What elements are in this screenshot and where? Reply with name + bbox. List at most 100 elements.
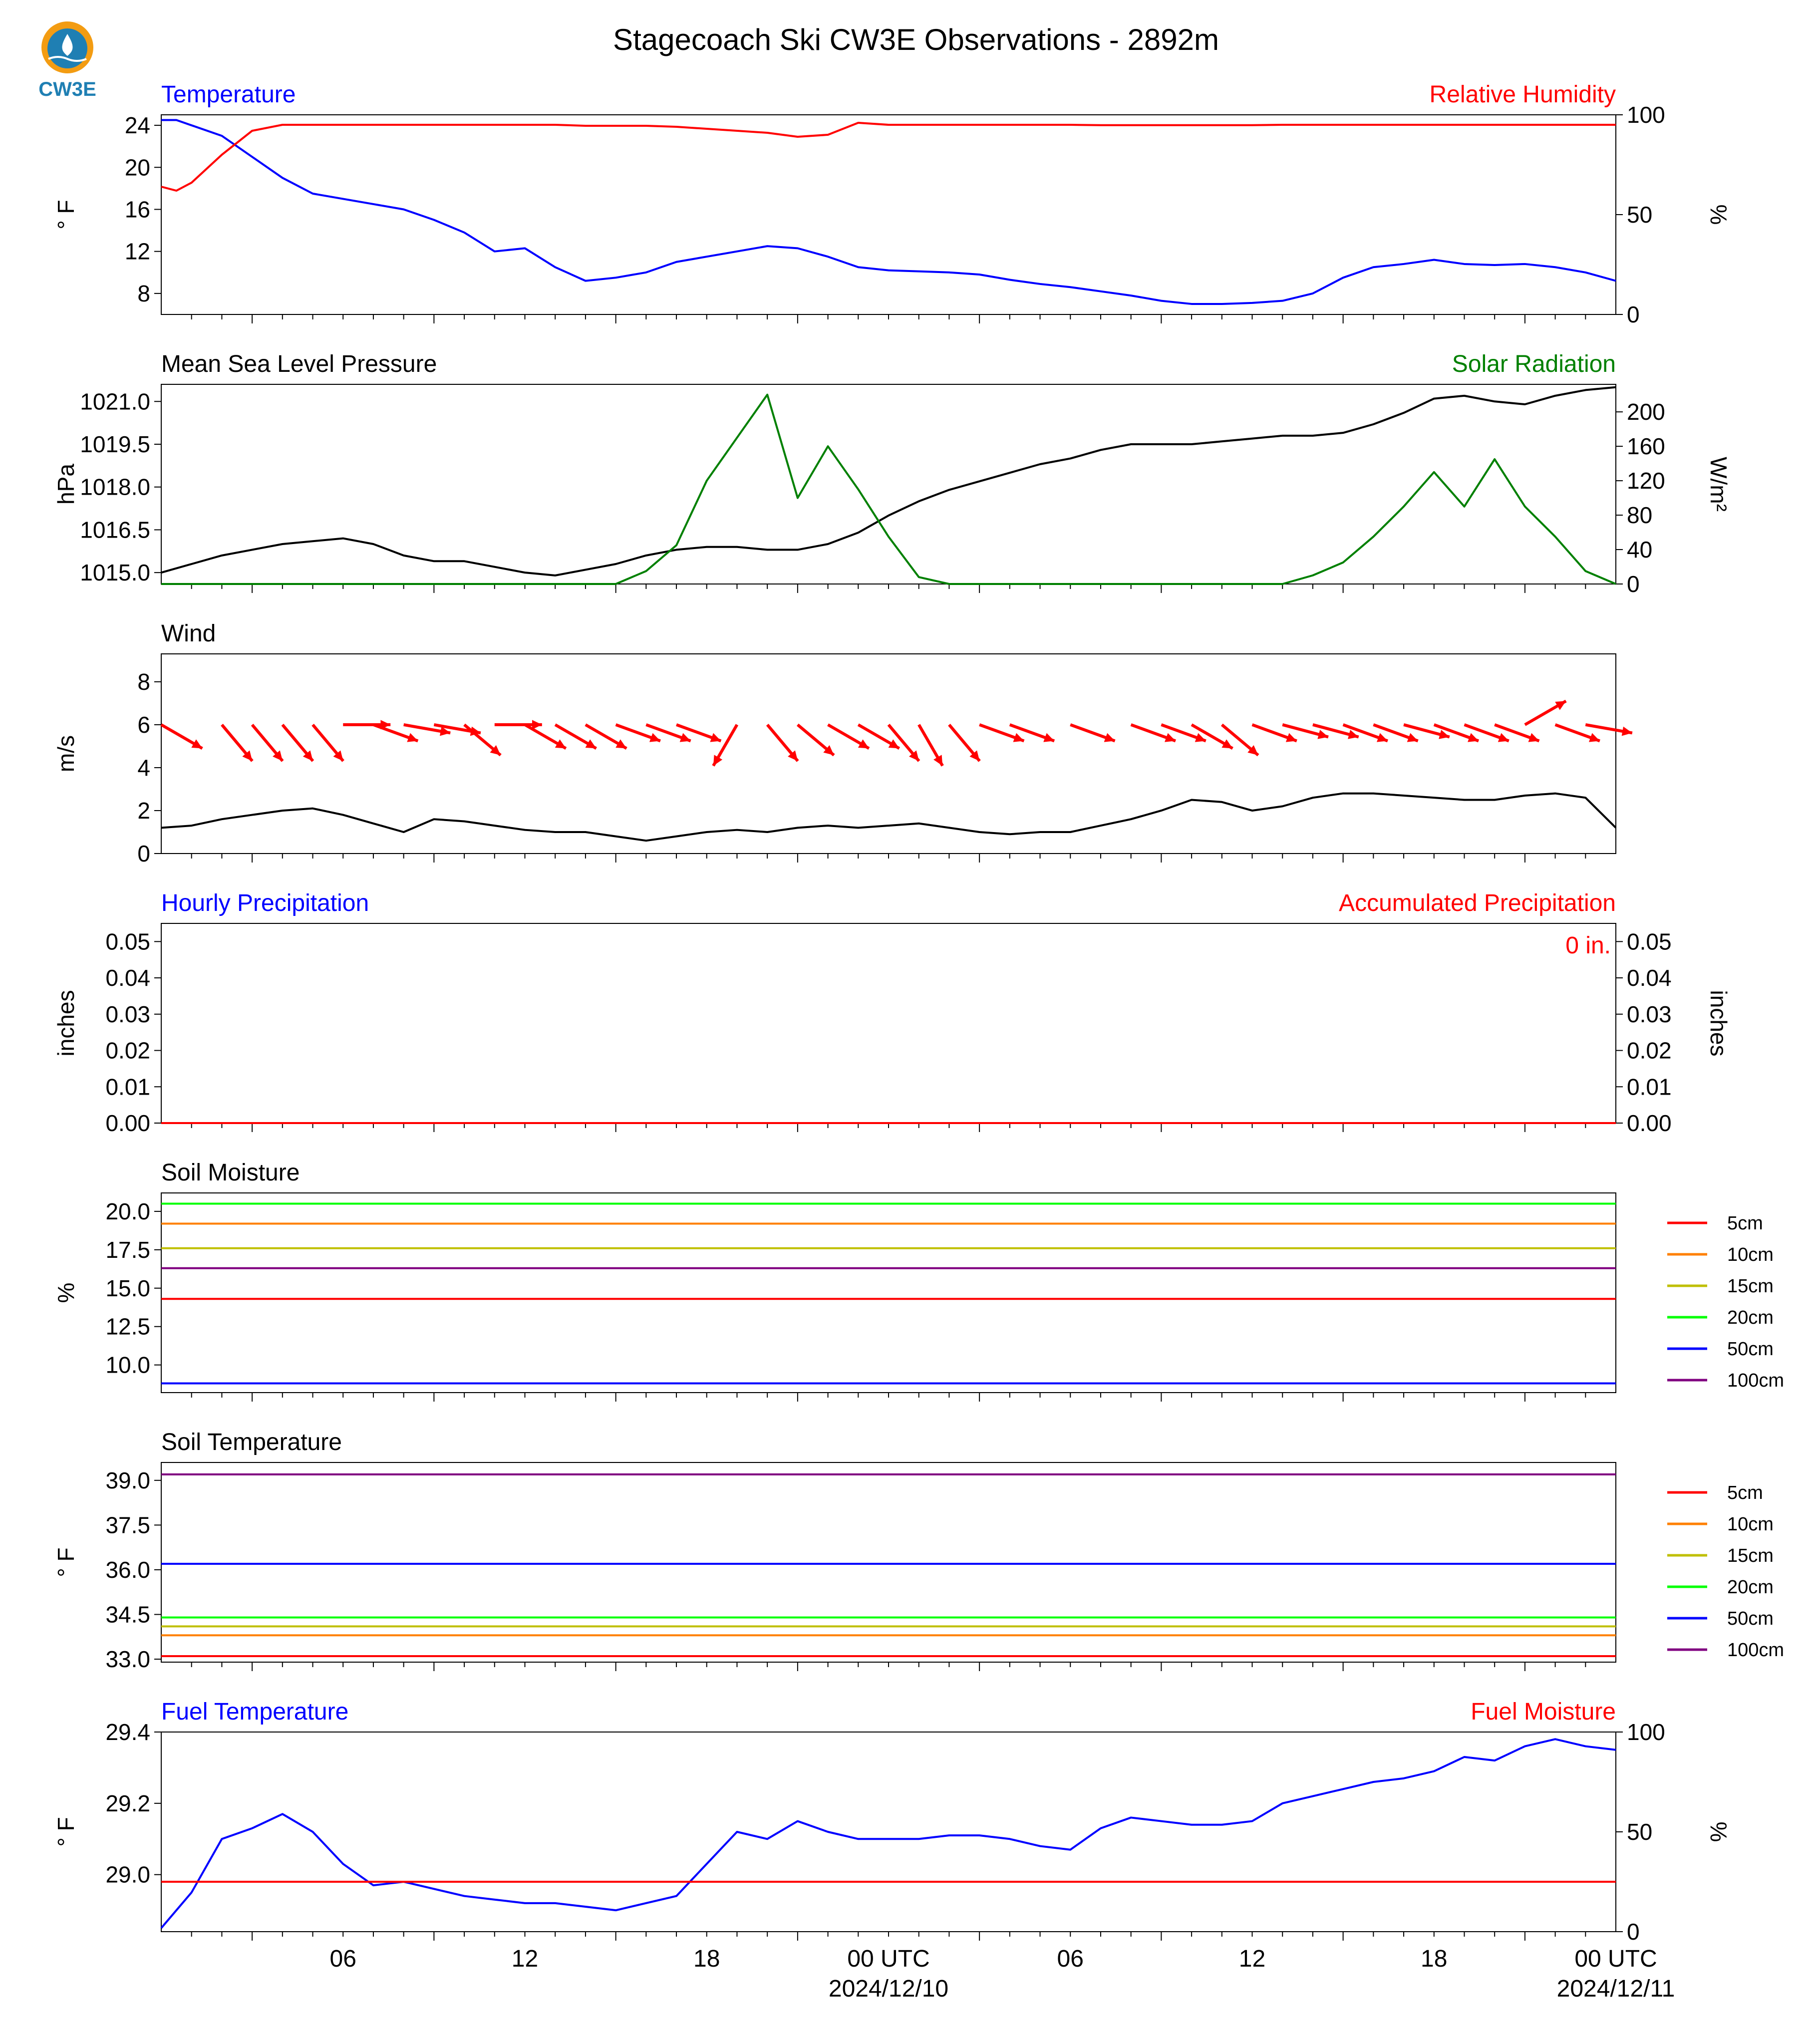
panel-6: Soil Temperature 33.0 34.5 36.0 37.5 39.0 ° F 5… <box>53 1429 1784 1672</box>
legend-label: 100cm <box>1727 1370 1784 1391</box>
y-tick-label-left: 29.4 <box>105 1719 150 1745</box>
wind-arrow-head <box>823 745 834 756</box>
x-tick-label: 12 <box>1239 1946 1265 1972</box>
x-tick-label: 18 <box>1421 1946 1447 1972</box>
legend-label: 10cm <box>1727 1244 1774 1265</box>
wind-arrow-head <box>649 733 660 742</box>
series-line-temperature <box>161 119 1616 305</box>
y-tick-label-left: 17.5 <box>105 1237 150 1263</box>
wind-arrow-head <box>679 733 691 742</box>
y-tick-label-left: 12.5 <box>105 1314 150 1340</box>
y-tick-label-left: 1018.0 <box>80 474 150 500</box>
x-date-label: 2024/12/11 <box>1557 1976 1675 2002</box>
legend-label: 5cm <box>1727 1482 1763 1503</box>
y-tick-label-left: 33.0 <box>105 1646 150 1672</box>
y-tick-label-right: 0 <box>1627 301 1640 327</box>
wind-arrow-head <box>333 750 343 761</box>
wind-arrow-head <box>532 720 542 730</box>
x-tick-label: 06 <box>330 1946 356 1972</box>
y-axis-label-left: % <box>53 1283 79 1303</box>
y-axis-label-left: ° F <box>53 1547 79 1577</box>
y-axis-label-right: inches <box>1706 990 1732 1057</box>
wind-arrow-head <box>1285 733 1297 742</box>
x-tick-label: 00 UTC <box>847 1946 929 1972</box>
wind-arrow-head <box>585 739 597 749</box>
droplet-icon <box>62 34 73 56</box>
wind-arrow-head <box>1317 730 1328 739</box>
series-line-relative-humidity <box>161 122 1616 192</box>
y-tick-label-right: 0.00 <box>1627 1110 1672 1136</box>
wind-arrow-head <box>969 750 980 761</box>
panels: Temperature Relative Humidity812162024050… <box>53 81 1784 1945</box>
wind-arrow-head <box>303 750 313 761</box>
legend-label: 50cm <box>1727 1608 1774 1629</box>
y-tick-label-right: 100 <box>1627 1719 1665 1745</box>
y-axis-label-left: ° F <box>53 200 79 229</box>
series-line-mean-sea-level-pressure <box>161 386 1616 577</box>
x-tick-label: 06 <box>1057 1946 1084 1972</box>
y-tick-label-left: 29.0 <box>105 1862 150 1888</box>
wind-arrow-head <box>1377 733 1388 742</box>
y-tick-label-left: 0.05 <box>105 928 150 954</box>
y-tick-label-right: 200 <box>1627 399 1665 425</box>
panel-title-left: Temperature <box>161 81 296 108</box>
y-tick-label-right: 0.02 <box>1627 1038 1672 1064</box>
logo-wave-1 <box>48 56 87 62</box>
y-axis-label-right: % <box>1706 1822 1732 1842</box>
x-tick-label: 00 UTC <box>1574 1946 1657 1972</box>
y-tick-label-right: 40 <box>1627 537 1652 563</box>
wind-arrow-head <box>1221 739 1233 749</box>
y-tick-label-left: 20.0 <box>105 1198 150 1224</box>
y-axis-label-right: % <box>1706 205 1732 225</box>
y-tick-label-left: 24 <box>125 112 150 138</box>
wind-arrow-head <box>1195 733 1206 742</box>
wind-arrow-head <box>1013 733 1024 742</box>
panel-title-left: Wind <box>161 620 216 647</box>
y-tick-label-left: 1016.5 <box>80 517 150 543</box>
wind-arrow-head <box>242 750 253 761</box>
legend-label: 100cm <box>1727 1640 1784 1661</box>
wind-arrow-head <box>1498 733 1509 742</box>
wind-arrow-head <box>555 739 566 749</box>
cw3e-logo: CW3E <box>38 21 96 100</box>
wind-arrow-head <box>273 750 283 761</box>
wind-arrow-head <box>615 739 627 749</box>
panel-title-left: Mean Sea Level Pressure <box>161 351 437 377</box>
y-tick-label-left: 15.0 <box>105 1275 150 1301</box>
y-tick-label-left: 0.04 <box>105 965 150 991</box>
x-axis: 06 12 18 00 UTC 06 12 18 00 UTC 2024/12/10 2024/1… <box>330 1946 1675 2002</box>
series-line-wind-speed <box>161 792 1617 842</box>
panel-7: Fuel Temperature Fuel Moisture 29.0 29.2 29.… <box>53 1699 1732 1945</box>
panel-3: Wind 0 2 4 6 8 m/s <box>53 620 1633 867</box>
y-tick-label-right: 0 <box>1627 1919 1640 1945</box>
y-axis-label-left: m/s <box>53 735 79 772</box>
y-tick-label-right: 160 <box>1627 433 1665 459</box>
y-tick-label-left: 29.2 <box>105 1790 150 1816</box>
panel-title-right: Fuel Moisture <box>1471 1699 1616 1725</box>
y-tick-label-right: 0.01 <box>1627 1074 1672 1100</box>
y-tick-label-left: 4 <box>137 755 150 781</box>
panel-title-left: Soil Moisture <box>161 1159 300 1186</box>
y-tick-label-left: 0.02 <box>105 1038 150 1064</box>
x-date-label: 2024/12/10 <box>829 1976 948 2002</box>
panel-frame <box>161 1732 1616 1932</box>
panel-5: Soil Moisture 10.0 12.5 15.0 17.5 20.0% 5cm 10c… <box>53 1159 1784 1402</box>
wind-arrow-head <box>1407 733 1418 742</box>
wind-arrow-head <box>1104 733 1115 742</box>
y-tick-label-left: 8 <box>137 669 150 695</box>
panel-title-right: Relative Humidity <box>1430 81 1616 108</box>
wind-arrow-head <box>191 739 203 749</box>
x-tick-label: 12 <box>512 1946 538 1972</box>
wind-arrow-head <box>788 750 798 761</box>
panel-2: Mean Sea Level Pressure Solar Radiation 10… <box>53 351 1732 597</box>
wind-arrow-head <box>909 750 919 761</box>
wind-arrow-head <box>490 745 501 756</box>
legend-label: 50cm <box>1727 1339 1774 1360</box>
wind-arrow-head <box>407 733 418 742</box>
wind-arrow-head <box>713 755 723 766</box>
precip-total-annotation: 0 in. <box>1565 932 1611 959</box>
y-tick-label-left: 12 <box>125 239 150 265</box>
y-tick-label-left: 39.0 <box>105 1467 150 1493</box>
y-axis-label-left: inches <box>53 990 79 1057</box>
panel-title-right: Accumulated Precipitation <box>1339 890 1616 916</box>
